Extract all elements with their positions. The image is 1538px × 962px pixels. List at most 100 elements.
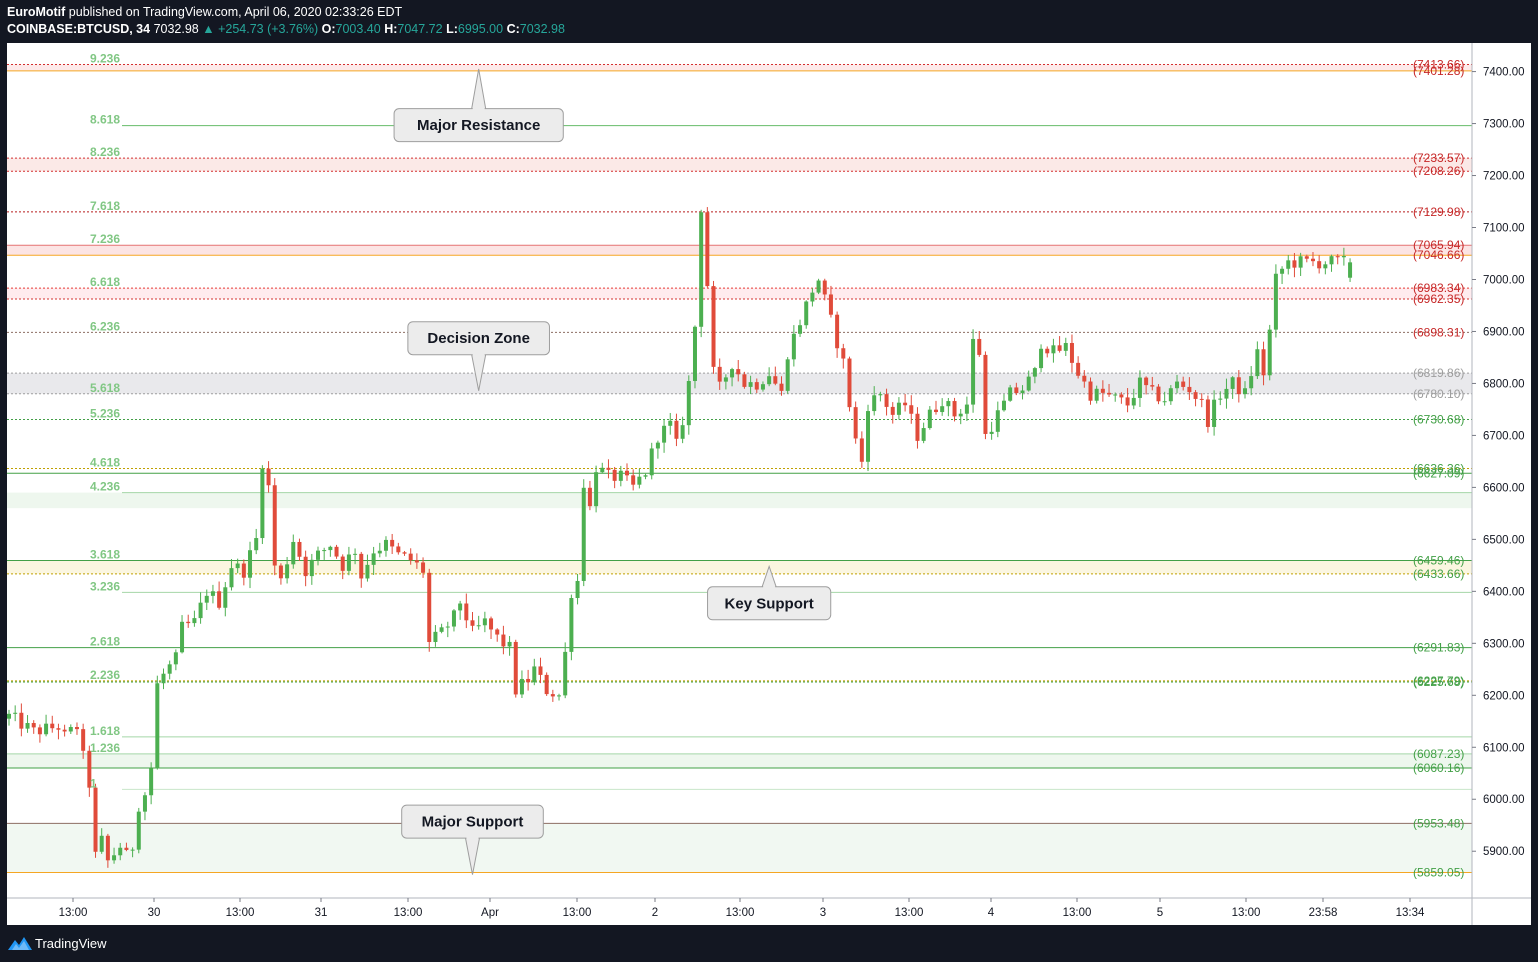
candle-down xyxy=(359,553,364,579)
tradingview-brand[interactable]: TradingView xyxy=(35,935,107,951)
candlestick-chart[interactable]: 9.236 8.618 8.236 7.618 7.236 6.618 6.236 5.618… xyxy=(7,43,1531,925)
candle-down xyxy=(1107,392,1112,395)
candle-up xyxy=(804,301,809,326)
x-tick-label: 13:00 xyxy=(59,907,88,919)
candle-down xyxy=(217,591,222,608)
x-tick-label: 13:00 xyxy=(895,907,924,919)
callout-label[interactable]: Key Support xyxy=(707,564,832,621)
candle-down xyxy=(334,546,339,557)
candle-up xyxy=(377,550,382,554)
x-tick-label: 13:34 xyxy=(1396,907,1425,919)
fib-ratio-label: 9.236 xyxy=(90,51,120,65)
x-tick-label: 13:00 xyxy=(563,907,592,919)
candle-down xyxy=(736,369,741,375)
level-price-label: (6898.31) xyxy=(1413,325,1464,339)
candle-up xyxy=(68,727,73,732)
candle-up xyxy=(149,768,154,796)
chart-panel[interactable]: 9.236 8.618 8.236 7.618 7.236 6.618 6.236 5.618… xyxy=(7,43,1531,925)
candle-down xyxy=(1317,261,1322,269)
candle-down xyxy=(859,438,864,462)
candle-up xyxy=(519,678,524,695)
candle-down xyxy=(74,727,79,730)
x-tick-label: 2 xyxy=(652,907,658,919)
candle-down xyxy=(884,394,889,407)
candle-up xyxy=(13,712,18,714)
candle-down xyxy=(31,723,36,728)
price-zone xyxy=(7,245,1472,256)
candle-down xyxy=(1119,394,1124,398)
level-price-label: (6459.46) xyxy=(1413,553,1464,567)
candle-down xyxy=(1310,258,1315,262)
candle-down xyxy=(1100,388,1105,393)
candle-up xyxy=(730,369,735,378)
candle-up xyxy=(810,292,815,302)
candle-up xyxy=(1243,388,1247,395)
callout-label[interactable]: Decision Zone xyxy=(407,321,550,391)
level-price-label: (7129.98) xyxy=(1413,205,1464,219)
candle-up xyxy=(458,603,463,611)
level-price-label: (6225.68) xyxy=(1413,675,1464,689)
candle-up xyxy=(1032,368,1037,377)
low-label: L: xyxy=(446,22,458,36)
price-zone xyxy=(7,373,1472,394)
candle-up xyxy=(235,563,240,569)
candle-up xyxy=(346,554,351,571)
candle-up xyxy=(316,550,320,560)
candle-up xyxy=(1224,388,1229,399)
level-price-label: (6780.10) xyxy=(1413,387,1464,401)
callout-text: Key Support xyxy=(725,595,814,612)
price-zone xyxy=(7,288,1472,300)
candle-down xyxy=(1088,381,1093,401)
candle-down xyxy=(81,729,86,751)
high-value: 7047.72 xyxy=(397,22,443,36)
fib-ratio-label: 2.236 xyxy=(90,668,120,682)
level-price-label: (6060.16) xyxy=(1413,761,1464,775)
x-tick-label: 31 xyxy=(315,907,328,919)
author-name[interactable]: EuroMotif xyxy=(7,5,66,19)
candle-up xyxy=(1249,376,1254,389)
candle-up xyxy=(1063,342,1068,351)
candle-down xyxy=(396,546,401,553)
candle-down xyxy=(674,420,679,439)
candle-down xyxy=(495,629,500,635)
callout-label[interactable]: Major Resistance xyxy=(393,68,564,143)
candle-up xyxy=(1008,387,1013,401)
candle-up xyxy=(210,591,215,596)
footer: TradingView xyxy=(8,934,107,952)
y-tick-label: 6000.00 xyxy=(1483,794,1525,806)
tradingview-logo-icon[interactable] xyxy=(8,935,32,951)
candle-down xyxy=(124,847,129,850)
candle-up xyxy=(1286,260,1291,269)
y-tick-label: 7200.00 xyxy=(1483,171,1525,183)
level-price-label: (6227.79) xyxy=(1413,674,1464,688)
candle-down xyxy=(890,406,895,415)
candle-down xyxy=(828,294,833,315)
candle-down xyxy=(1144,377,1149,386)
candle-up xyxy=(878,394,883,396)
candle-up xyxy=(223,587,228,608)
candle-down xyxy=(186,621,191,624)
candle-up xyxy=(167,664,172,674)
x-tick-label: 4 xyxy=(988,907,995,919)
candle-up xyxy=(1348,262,1353,278)
callout-label[interactable]: Major Support xyxy=(401,804,544,875)
candle-down xyxy=(853,407,858,439)
candle-down xyxy=(711,286,716,367)
low-value: 6995.00 xyxy=(457,22,504,36)
candle-up xyxy=(309,559,314,577)
level-price-label: (6433.66) xyxy=(1413,567,1464,581)
y-tick-label: 6400.00 xyxy=(1483,586,1525,598)
candle-down xyxy=(835,314,840,349)
candle-up xyxy=(198,602,203,619)
y-tick-label: 6700.00 xyxy=(1483,430,1525,442)
candle-down xyxy=(1261,349,1266,376)
candle-up xyxy=(618,470,623,481)
candle-up xyxy=(365,564,370,579)
candle-up xyxy=(921,428,926,441)
fib-ratio-label: 4.236 xyxy=(90,480,120,494)
candle-up xyxy=(662,425,667,443)
candle-up xyxy=(173,652,178,665)
candle-down xyxy=(1292,260,1297,268)
level-price-label: (7208.26) xyxy=(1413,164,1464,178)
candle-down xyxy=(266,468,271,486)
